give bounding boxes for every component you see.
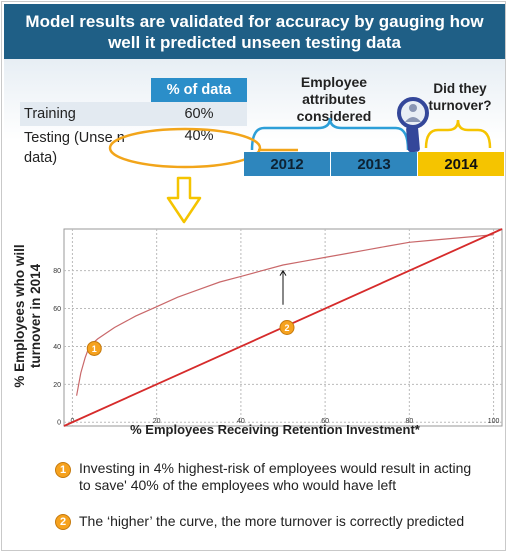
marker-circle-1: [86, 340, 102, 356]
attributes-label: Employee attributes considered: [284, 74, 384, 125]
row-value: 60%: [184, 106, 214, 122]
row-value: 40%: [184, 128, 214, 144]
note-2: The ‘higher’ the curve, the more turnove…: [79, 513, 465, 529]
attributes-line1: Employee: [300, 74, 368, 90]
y-axis-label-line1: % Employees who will: [12, 244, 27, 388]
x-tick-label: 20: [153, 418, 161, 425]
note-1: Investing in 4% highest-risk of employee…: [79, 460, 499, 494]
markers: 12: [86, 320, 295, 356]
magnifier-person-icon: [397, 97, 429, 153]
y-tick-label: 0: [57, 420, 61, 427]
row-label: Training: [24, 106, 76, 122]
year-2014: 2014: [418, 152, 504, 176]
marker-label-2: 2: [284, 323, 289, 333]
down-arrow-icon: [166, 176, 202, 224]
row-label-line1: Testing (Unse: [24, 130, 113, 146]
series-line-1: [76, 234, 494, 396]
x-tick-label: 60: [321, 418, 329, 425]
row-label-line2: data): [24, 150, 58, 166]
table-row: Training 60%: [20, 102, 247, 126]
turnover-line2: turnover?: [428, 98, 492, 113]
x-tick-label: 80: [405, 418, 413, 425]
attributes-line2: attributes: [302, 91, 366, 107]
turnover-label: Did they turnover?: [420, 80, 500, 114]
year-2013: 2013: [331, 152, 417, 176]
note-number-2: 2: [55, 514, 71, 530]
marker-circle-2: [279, 320, 295, 335]
section-decorations: [108, 97, 492, 224]
gap-arrow-head: [279, 269, 287, 276]
grid: [64, 229, 502, 426]
year-2012: 2012: [244, 152, 330, 176]
note-1-line2: to save' 40% of the employees who would …: [79, 477, 397, 493]
y-tick-label: 20: [53, 382, 61, 389]
data-split-table: % of data Training 60% Testing (Unse n d…: [20, 78, 247, 170]
y-tick-label: 80: [53, 268, 61, 275]
attributes-brace: [250, 117, 410, 151]
x-axis-label: % Employees Receiving Retention Investme…: [130, 422, 420, 437]
testing-highlight-ellipse: [108, 127, 262, 169]
y-axis-label-line2: turnover in 2014: [28, 263, 43, 369]
slide-title: Model results are validated for accuracy…: [4, 4, 505, 59]
x-tick-label: 40: [237, 418, 245, 425]
y-tick-label: 60: [53, 306, 61, 313]
note-number-1: 1: [55, 462, 71, 478]
y-tick-label: 40: [53, 344, 61, 351]
attributes-line3: considered: [296, 108, 372, 124]
split-header: % of data: [151, 78, 247, 102]
marker-label-1: 1: [92, 344, 97, 354]
turnover-line1: Did they: [433, 81, 487, 96]
note-1-line1: Investing in 4% highest-risk of employee…: [79, 460, 472, 476]
turnover-brace: [424, 119, 492, 149]
y-axis-label: % Employees who will turnover in 2014: [12, 221, 44, 411]
x-tick-label: 100: [488, 418, 500, 425]
